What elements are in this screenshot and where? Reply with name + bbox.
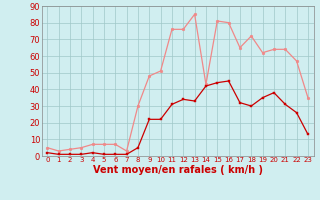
- X-axis label: Vent moyen/en rafales ( km/h ): Vent moyen/en rafales ( km/h ): [92, 165, 263, 175]
